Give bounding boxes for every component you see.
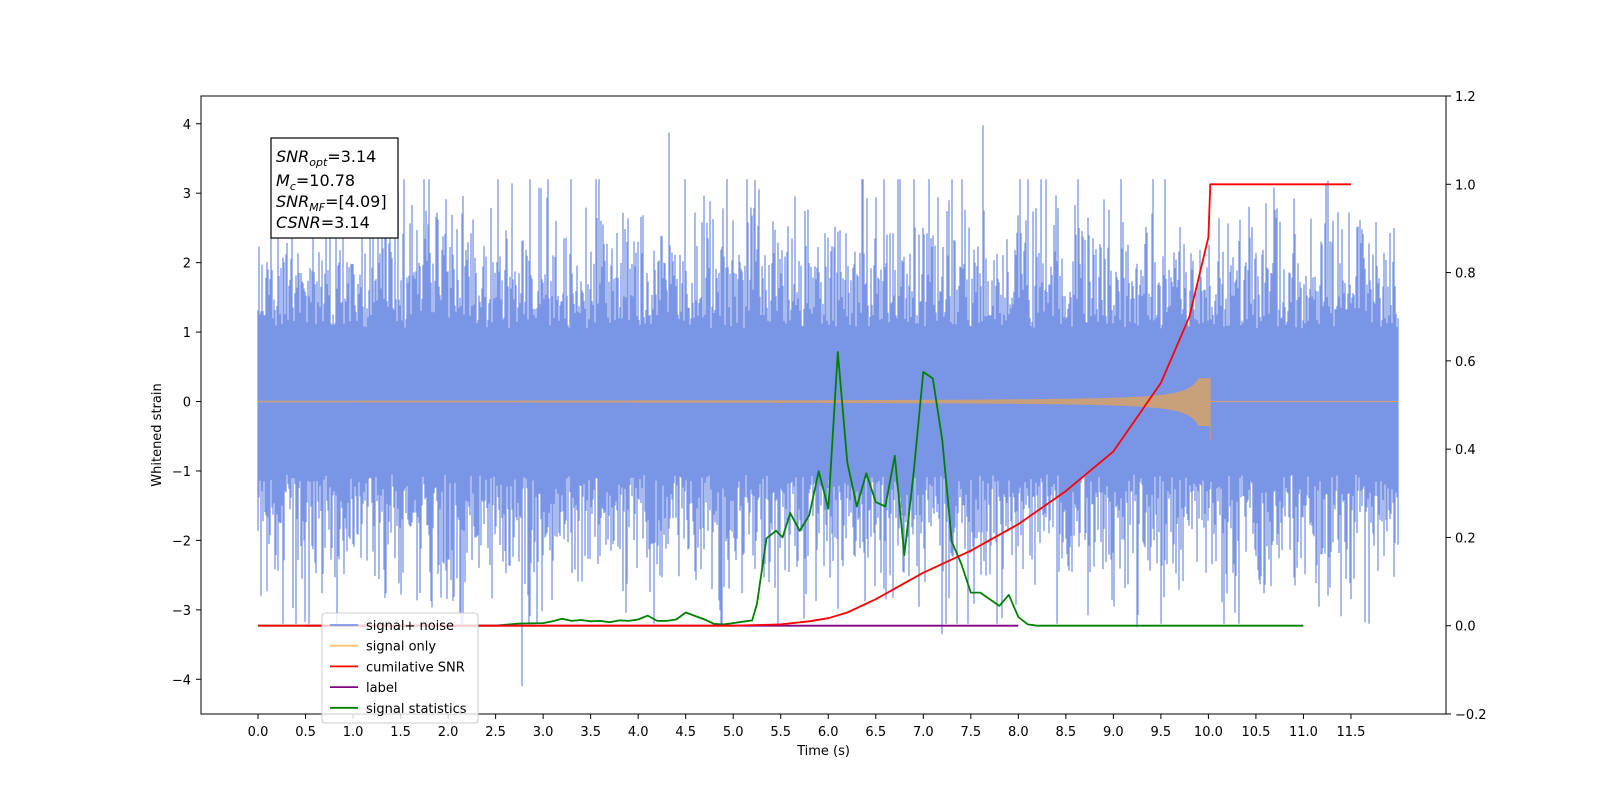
snr-opt-text: SNRopt=3.14 xyxy=(276,147,376,169)
x-tick-label: 8.5 xyxy=(1056,725,1077,740)
legend-label: signal+ noise xyxy=(366,619,454,634)
x-tick-label: 5.0 xyxy=(723,725,744,740)
legend: signal+ noise signal only cumilative SNR la… xyxy=(321,612,479,724)
y2-tick-label: 0.0 xyxy=(1455,620,1476,635)
cumilative-snr-line xyxy=(258,183,1351,627)
x-tick-label: 1.5 xyxy=(390,725,411,740)
y-tick-label: −2 xyxy=(172,534,191,549)
info-box: SNRopt=3.14 Mc=10.78 SNRMF=[4.09] CSNR=3… xyxy=(270,137,399,239)
signal-noise-line xyxy=(257,125,1399,687)
y-axis-label: Whitened strain xyxy=(150,383,165,486)
x-tick-label: 2.5 xyxy=(485,725,506,740)
y-tick-label: −1 xyxy=(172,465,191,480)
snr-mf-text: SNRMF=[4.09] xyxy=(276,192,387,214)
x-tick-label: 3.5 xyxy=(580,725,601,740)
csnr-text: CSNR=3.14 xyxy=(276,213,370,232)
x-axis-label: Time (s) xyxy=(796,744,850,759)
x-tick-label: 8.0 xyxy=(1008,725,1029,740)
y2-tick-label: 0.4 xyxy=(1455,443,1476,458)
y-tick-label: 4 xyxy=(183,118,191,133)
y2-tick-label: 0.6 xyxy=(1455,355,1476,370)
signal-noise-series xyxy=(257,125,1399,687)
y-tick-label: 0 xyxy=(183,396,191,411)
y-tick-label: 1 xyxy=(183,326,191,341)
y-tick-label: −3 xyxy=(172,604,191,619)
y-tick-label: 2 xyxy=(183,257,191,272)
left-y-axis: −4 −3 −2 −1 0 1 2 3 4 xyxy=(172,118,201,688)
snr-opt-value: =3.14 xyxy=(327,147,376,166)
x-tick-label: 9.5 xyxy=(1151,725,1172,740)
legend-label: signal statistics xyxy=(366,702,467,717)
x-tick-label: 3.0 xyxy=(533,725,554,740)
x-tick-label: 7.5 xyxy=(960,725,981,740)
x-tick-label: 4.0 xyxy=(628,725,649,740)
y2-tick-label: 0.2 xyxy=(1455,531,1476,546)
x-tick-label: 9.0 xyxy=(1103,725,1124,740)
y2-tick-label: 0.8 xyxy=(1455,267,1476,282)
snr-mf-value: =[4.09] xyxy=(325,192,387,211)
csnr-value: =3.14 xyxy=(321,213,370,232)
plot-frame xyxy=(200,95,1447,715)
x-tick-label: 5.5 xyxy=(770,725,791,740)
legend-label: cumilative SNR xyxy=(366,660,465,675)
signal-only-envelope xyxy=(257,377,1211,440)
x-tick-label: 0.0 xyxy=(248,725,269,740)
x-tick-label: 0.5 xyxy=(295,725,316,740)
x-tick-label: 7.0 xyxy=(913,725,934,740)
x-tick-label: 11.5 xyxy=(1336,725,1365,740)
x-tick-label: 6.5 xyxy=(865,725,886,740)
mc-value: =10.78 xyxy=(296,171,355,190)
y2-tick-label: 1.2 xyxy=(1455,90,1476,105)
y2-tick-label: −0.2 xyxy=(1455,708,1487,723)
x-tick-label: 10.5 xyxy=(1241,725,1270,740)
legend-label: signal only xyxy=(366,640,436,655)
mc-text: Mc=10.78 xyxy=(276,171,355,193)
y2-tick-label: 1.0 xyxy=(1455,178,1476,193)
x-tick-label: 2.0 xyxy=(438,725,459,740)
x-tick-label: 11.0 xyxy=(1289,725,1318,740)
x-tick-label: 10.0 xyxy=(1194,725,1223,740)
x-tick-label: 6.0 xyxy=(818,725,839,740)
signal-only-series xyxy=(257,377,1399,440)
signal-statistics-line xyxy=(258,351,1304,627)
legend-label: label xyxy=(366,681,397,696)
x-tick-label: 4.5 xyxy=(675,725,696,740)
y-tick-label: 3 xyxy=(183,187,191,202)
x-tick-label: 1.0 xyxy=(343,725,364,740)
y-tick-label: −4 xyxy=(172,673,191,688)
x-axis: 0.0 0.5 1.0 1.5 2.0 2.5 3.0 3.5 4.0 4.5 5.0 5.5 6.0 6… xyxy=(248,714,1365,740)
right-y-axis: −0.2 0.0 0.2 0.4 0.6 0.8 1.0 1.2 xyxy=(1446,90,1487,723)
